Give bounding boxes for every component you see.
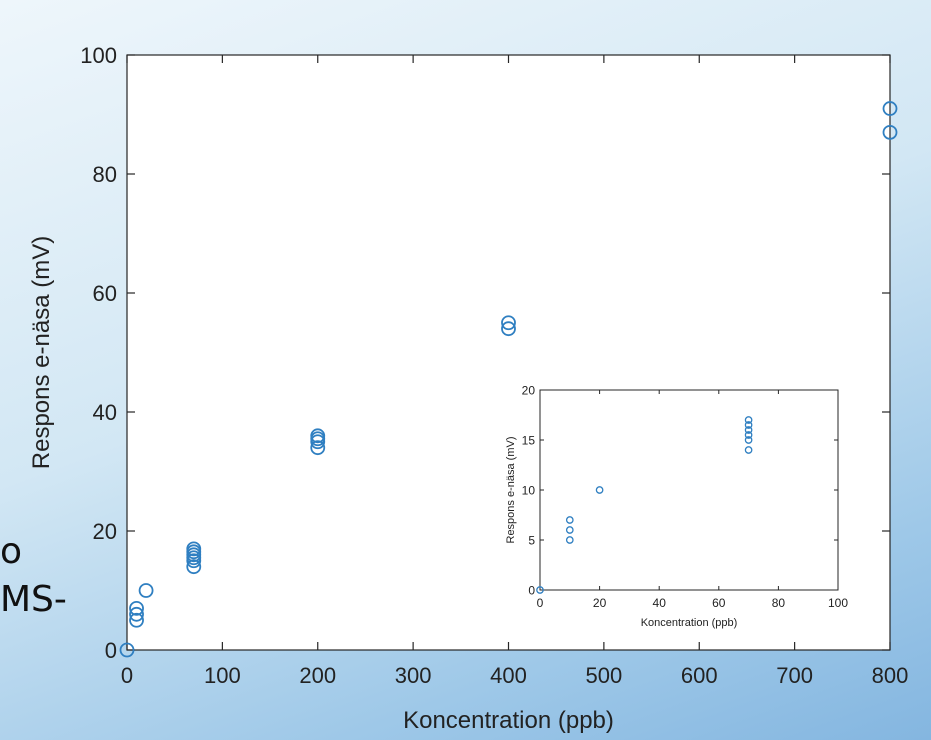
inset-x-tick-label: 60 bbox=[712, 596, 726, 610]
inset-x-tick-label: 40 bbox=[653, 596, 667, 610]
main-data-point bbox=[882, 124, 898, 140]
inset-data-point bbox=[744, 421, 753, 429]
inset-data-points bbox=[536, 416, 753, 594]
main-data-point bbox=[310, 440, 326, 456]
inset-y-tick-label: 15 bbox=[522, 433, 536, 447]
inset-data-point bbox=[595, 486, 604, 494]
main-y-tick-label: 40 bbox=[93, 400, 117, 425]
inset-x-axis-title: Koncentration (ppb) bbox=[641, 617, 738, 629]
inset-data-point bbox=[744, 436, 753, 444]
main-data-point bbox=[129, 600, 144, 616]
main-data-point bbox=[186, 541, 202, 557]
inset-axes: 0 20 40 60 80 100 0 5 10 15 20 Koncentration (ppb) R… bbox=[505, 383, 848, 629]
main-y-tick-label: 20 bbox=[93, 519, 117, 544]
inset-data-point bbox=[565, 526, 574, 534]
inset-data-point bbox=[565, 536, 574, 544]
main-x-tick-label: 800 bbox=[872, 663, 909, 688]
main-x-tick-label: 600 bbox=[681, 663, 718, 688]
main-axes: 0 100 200 300 400 500 600 700 800020406080100Kon… bbox=[28, 43, 908, 734]
inset-y-tick-label: 0 bbox=[528, 583, 535, 597]
inset-y-tick-label: 5 bbox=[528, 533, 535, 547]
slide-text-line-2: MS- bbox=[0, 579, 67, 620]
main-y-tick-label: 60 bbox=[93, 281, 117, 306]
main-data-point bbox=[310, 428, 326, 444]
inset-data-point bbox=[565, 516, 574, 524]
inset-x-tick-label: 0 bbox=[537, 596, 544, 610]
inset-x-tick-label: 80 bbox=[772, 596, 786, 610]
main-x-tick-label: 100 bbox=[204, 663, 241, 688]
inset-data-point bbox=[744, 416, 753, 424]
main-x-tick-label: 500 bbox=[586, 663, 623, 688]
inset-x-tick-label: 20 bbox=[593, 596, 607, 610]
inset-data-point bbox=[744, 431, 753, 439]
main-y-tick-label: 100 bbox=[80, 43, 117, 68]
main-data-point bbox=[129, 612, 144, 628]
main-data-point bbox=[129, 606, 144, 622]
main-x-tick-label: 700 bbox=[776, 663, 813, 688]
main-x-axis-title: Koncentration (ppb) bbox=[403, 707, 614, 734]
inset-y-axis-title: Respons e-näsa (mV) bbox=[505, 437, 517, 544]
main-x-tick-label: 300 bbox=[395, 663, 432, 688]
main-data-point bbox=[501, 315, 516, 331]
main-data-point bbox=[186, 559, 202, 575]
inset-plot-area bbox=[540, 390, 838, 590]
inset-x-tick-label: 100 bbox=[828, 596, 848, 610]
inset-y-tick-label: 10 bbox=[522, 483, 536, 497]
main-x-tick-label: 400 bbox=[490, 663, 527, 688]
inset-y-tick-label: 20 bbox=[522, 383, 536, 397]
main-x-tick-label: 200 bbox=[299, 663, 336, 688]
inset-data-point bbox=[744, 426, 753, 434]
main-data-point bbox=[501, 321, 516, 337]
main-x-tick-label: 0 bbox=[121, 663, 133, 688]
inset-data-point bbox=[744, 446, 753, 454]
main-data-point bbox=[882, 101, 898, 116]
slide-text-line-1: o bbox=[0, 531, 23, 572]
main-y-axis-title: Respons e-näsa (mV) bbox=[28, 236, 55, 469]
inset-data-point bbox=[536, 586, 544, 594]
main-data-point bbox=[119, 642, 135, 658]
slide-background-text: o MS- bbox=[0, 528, 67, 624]
main-data-point bbox=[138, 583, 154, 598]
main-y-tick-label: 80 bbox=[93, 162, 117, 187]
main-data-points bbox=[119, 101, 898, 658]
main-y-tick-label: 0 bbox=[105, 638, 117, 663]
